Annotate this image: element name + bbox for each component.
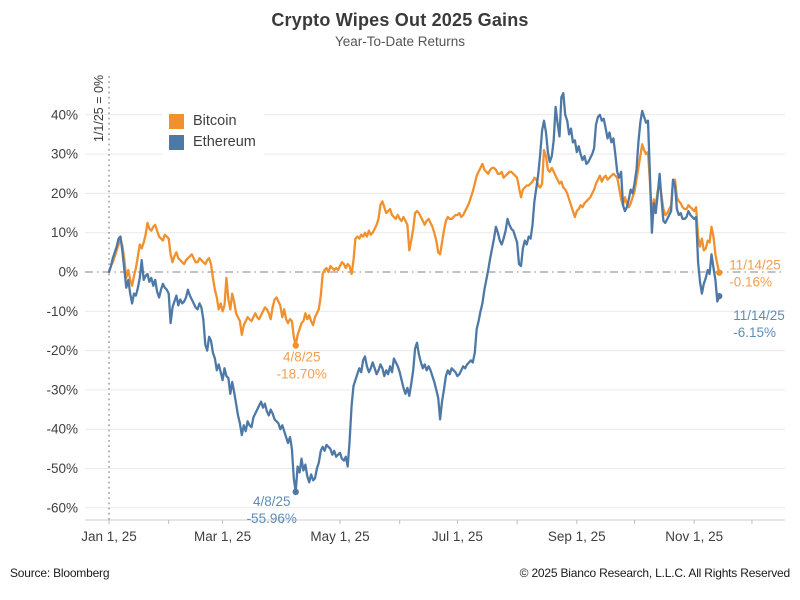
series-line-bitcoin: [107, 143, 721, 347]
annotation-dot-ethereum: [292, 488, 299, 496]
y-tick-label: -10%: [46, 304, 78, 319]
legend-item-ethereum: Ethereum: [169, 132, 256, 152]
ethereum-swatch-icon: [169, 134, 184, 150]
annotation-label-ethereum: -6.15%: [733, 325, 776, 340]
source-note: Source: Bloomberg: [10, 566, 110, 580]
copyright-note: © 2025 Bianco Research, L.L.C. All Right…: [519, 566, 791, 580]
y-tick-label: -40%: [46, 422, 78, 437]
page-title: Crypto Wipes Out 2025 Gains: [271, 10, 529, 30]
annotation-label-ethereum: 11/14/25: [733, 308, 785, 323]
y-tick-label: 10%: [51, 225, 78, 240]
x-tick-label: May 1, 25: [310, 529, 369, 544]
y-tick-label: 40%: [51, 107, 78, 122]
legend-item-bitcoin: Bitcoin: [169, 111, 256, 131]
x-tick-label: Jan 1, 25: [81, 529, 137, 544]
x-tick-label: Nov 1, 25: [665, 529, 723, 544]
annotation-label-ethereum: -55.96%: [247, 511, 297, 526]
legend-label-bitcoin: Bitcoin: [193, 112, 237, 129]
footer: Source: Bloomberg © 2025 Bianco Research…: [0, 566, 800, 580]
y-tick-label: -20%: [46, 343, 78, 358]
x-tick-label: Sep 1, 25: [548, 529, 606, 544]
annotation-label-bitcoin: 4/8/25: [283, 349, 321, 364]
annotation-dot-bitcoin: [716, 269, 723, 276]
annotation-dot-ethereum: [716, 292, 723, 300]
page-subtitle: Year-To-Date Returns: [334, 34, 466, 49]
baseline-note: 1/1/25 = 0%: [92, 75, 106, 142]
y-tick-label: -30%: [46, 382, 78, 397]
y-tick-label: -50%: [46, 461, 78, 476]
series-line-ethereum: [107, 92, 721, 494]
annotation-label-bitcoin: 11/14/25: [729, 258, 781, 273]
x-tick-label: Jul 1, 25: [432, 529, 483, 544]
legend-label-ethereum: Ethereum: [193, 133, 256, 150]
x-tick-label: Mar 1, 25: [194, 529, 251, 544]
annotation-label-bitcoin: -18.70%: [277, 366, 327, 381]
annotation-label-ethereum: 4/8/25: [253, 494, 291, 509]
y-tick-label: 20%: [51, 186, 78, 201]
y-tick-label: -60%: [46, 500, 78, 515]
annotation-dot-bitcoin: [292, 342, 299, 349]
annotation-label-bitcoin: -0.16%: [729, 275, 772, 290]
bitcoin-swatch-icon: [169, 113, 184, 129]
y-tick-label: 0%: [58, 265, 78, 280]
y-tick-label: 30%: [51, 147, 78, 162]
legend: Bitcoin Ethereum: [163, 107, 264, 156]
